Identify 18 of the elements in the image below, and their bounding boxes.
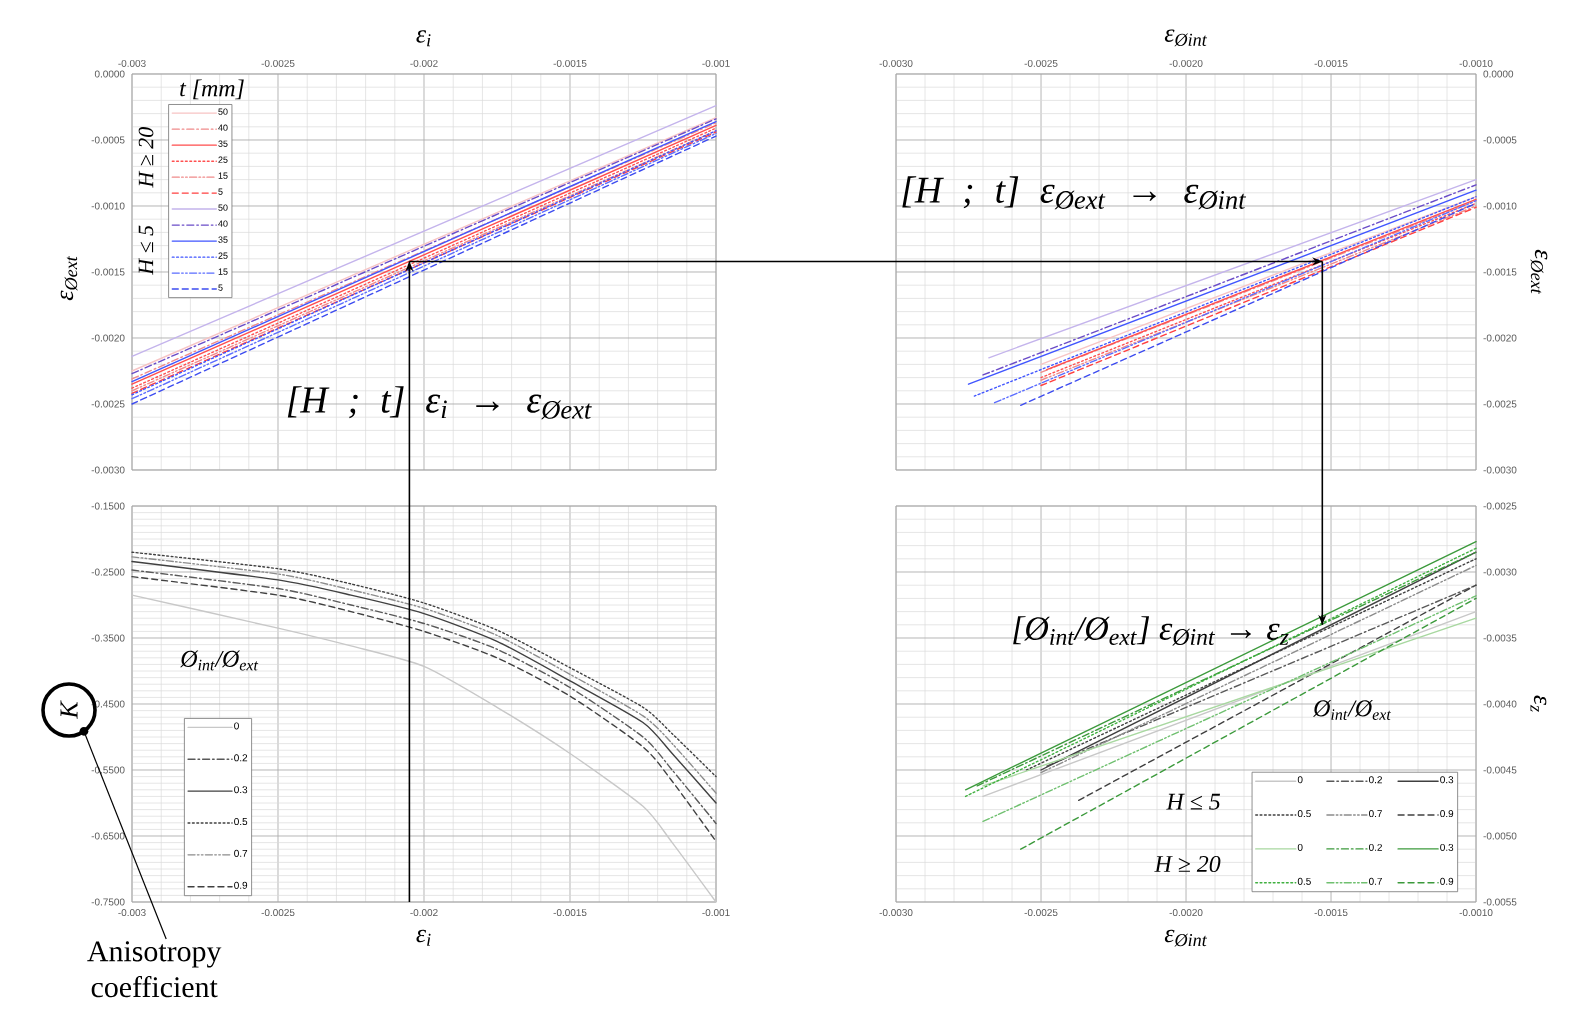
legend-title: Ø$_{int}$/Ø$_{ext}$ (180, 650, 259, 671)
x-axis-title: ε$_{Øint}$ (1164, 929, 1208, 947)
text: Anisotropy coefficient (87, 941, 222, 998)
annotation: [H ; t] ε$_{i}$ → ε$_{Øext}$ (287, 386, 592, 420)
x-axis-title: ε$_{i}$ (416, 929, 431, 946)
legend-title: Ø$_{int}$/Ø$_{ext}$ (1312, 699, 1392, 720)
annotation: H ≤ 5 (138, 225, 154, 275)
y-axis-title: K (60, 700, 78, 719)
annotation: [H ; t] ε$_{Øext}$ → ε$_{Øint}$ (902, 176, 1247, 210)
annotation: H ≤ 5 (1166, 793, 1221, 810)
annotation: H ≥ 20 (138, 127, 154, 188)
y-axis-title: ε$_{Øext}$ (1530, 249, 1548, 295)
x-axis-title: ε$_{i}$ (416, 30, 431, 47)
legend-title: t [mm] (180, 79, 244, 100)
y-axis-title: ε$_{Øext}$ (60, 255, 78, 301)
x-axis-title: ε$_{Øint}$ (1164, 29, 1208, 47)
annotation: H ≥ 20 (1154, 855, 1221, 873)
y-axis-title: ε$_{z}$ (1530, 695, 1547, 712)
